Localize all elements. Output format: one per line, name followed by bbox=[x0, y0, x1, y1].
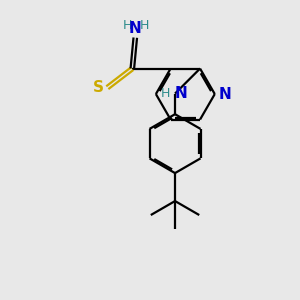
Text: H: H bbox=[122, 19, 132, 32]
Text: N: N bbox=[175, 86, 188, 101]
Text: H: H bbox=[161, 87, 171, 100]
Text: N: N bbox=[219, 87, 231, 102]
Text: S: S bbox=[92, 80, 104, 95]
Text: H: H bbox=[140, 19, 149, 32]
Text: N: N bbox=[129, 21, 142, 36]
